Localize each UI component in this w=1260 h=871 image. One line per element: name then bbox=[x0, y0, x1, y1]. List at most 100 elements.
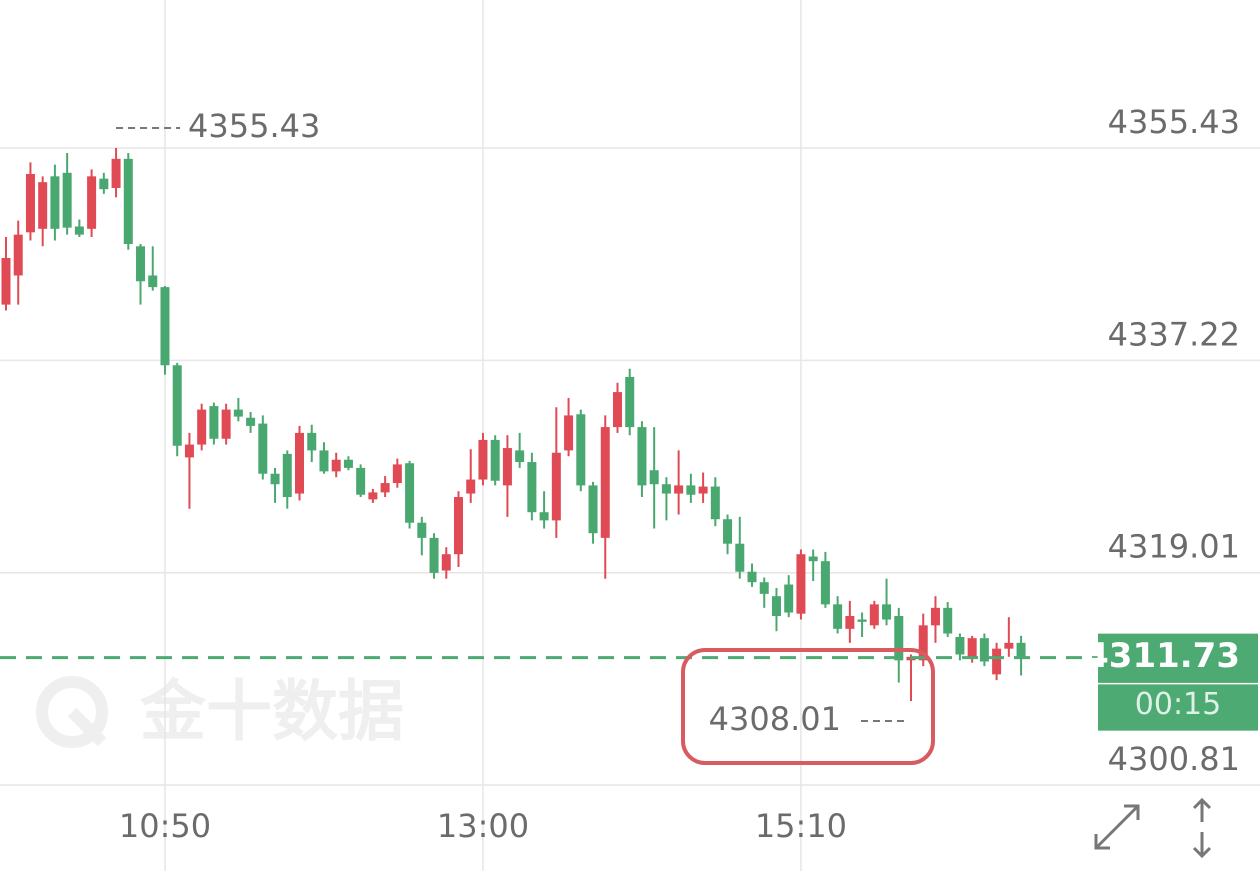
candle-body bbox=[576, 414, 586, 486]
candle-body bbox=[918, 625, 928, 661]
candle-body bbox=[1004, 642, 1014, 649]
candle-body bbox=[747, 571, 757, 583]
candle-body bbox=[796, 554, 806, 614]
candle-body bbox=[845, 616, 855, 629]
candle-body bbox=[784, 584, 794, 613]
candle-body bbox=[882, 604, 892, 620]
candle-body bbox=[392, 464, 402, 484]
candle-body bbox=[588, 485, 598, 534]
candle-body bbox=[343, 459, 353, 468]
candle-body bbox=[723, 519, 733, 544]
candle-body bbox=[637, 427, 647, 486]
candle-body bbox=[551, 452, 561, 521]
candle-body bbox=[319, 450, 329, 472]
candle-body bbox=[857, 619, 867, 622]
candle-body bbox=[270, 473, 280, 485]
candle-body bbox=[539, 512, 549, 521]
x-tick-label: 13:00 bbox=[437, 807, 529, 845]
candle-body bbox=[380, 483, 390, 493]
candle-body bbox=[197, 409, 207, 445]
highlight-box bbox=[681, 648, 935, 765]
candle-body bbox=[356, 467, 366, 495]
candle-body bbox=[295, 432, 305, 494]
scale-icon[interactable] bbox=[1192, 797, 1212, 859]
candle-body bbox=[979, 638, 989, 662]
candle-body bbox=[453, 497, 463, 555]
candle-body bbox=[930, 607, 940, 626]
candle-body bbox=[258, 423, 268, 474]
candle-body bbox=[759, 582, 769, 594]
candle-body bbox=[833, 604, 843, 629]
candle-body bbox=[87, 176, 97, 229]
candle-body bbox=[612, 392, 622, 428]
candle-body bbox=[943, 607, 953, 634]
candle-body bbox=[246, 417, 256, 426]
candle-body bbox=[674, 485, 684, 494]
candle-body bbox=[490, 439, 500, 481]
candle-body bbox=[735, 543, 745, 572]
candle-body bbox=[74, 226, 84, 235]
candle-body bbox=[661, 484, 671, 494]
candle-body bbox=[771, 596, 781, 617]
y-tick-label: 4337.22 bbox=[1108, 315, 1240, 353]
y-tick-label: 4300.81 bbox=[1108, 740, 1240, 778]
max-label: 4355.43 bbox=[188, 107, 320, 145]
candle-body bbox=[417, 522, 427, 538]
candle-body bbox=[649, 470, 659, 485]
x-tick-label: 10:50 bbox=[119, 807, 211, 845]
candle-body bbox=[600, 427, 610, 538]
candle-body bbox=[1016, 642, 1026, 658]
y-tick-label: 4319.01 bbox=[1108, 528, 1240, 566]
candle-body bbox=[62, 172, 72, 228]
candle-body bbox=[710, 486, 720, 520]
candle-body bbox=[992, 648, 1002, 675]
candle-body bbox=[172, 365, 182, 446]
candle-body bbox=[820, 561, 830, 605]
candle-body bbox=[405, 463, 415, 523]
candle-body bbox=[307, 432, 317, 451]
candle-body bbox=[894, 616, 904, 661]
candle-body bbox=[136, 246, 146, 282]
candle-body bbox=[955, 637, 965, 655]
min-label: 4308.01 bbox=[709, 700, 841, 738]
candle-body bbox=[625, 376, 635, 428]
candle-body bbox=[209, 406, 219, 439]
candle-body bbox=[184, 444, 194, 458]
candle-body bbox=[13, 234, 23, 276]
candle-body bbox=[1, 257, 11, 305]
candle-body bbox=[441, 554, 451, 571]
candle-body bbox=[282, 453, 292, 498]
candle-body bbox=[331, 459, 341, 472]
candle-body bbox=[564, 415, 574, 451]
candle-body bbox=[808, 556, 818, 562]
candle-body bbox=[111, 158, 121, 188]
candle-body bbox=[515, 450, 525, 463]
candle-body bbox=[99, 178, 109, 190]
candle-body bbox=[869, 604, 879, 626]
candle-body bbox=[123, 158, 133, 244]
y-tick-label: 4355.43 bbox=[1108, 103, 1240, 141]
candle-body bbox=[686, 485, 696, 495]
candle-body bbox=[221, 409, 231, 439]
expand-icon[interactable] bbox=[1094, 804, 1140, 850]
candle-body bbox=[478, 439, 488, 480]
candle-body bbox=[698, 486, 708, 494]
candle-body bbox=[429, 537, 439, 573]
last-price-label: 4311.73 bbox=[1085, 636, 1240, 676]
candle-body bbox=[502, 448, 512, 486]
candle-body bbox=[967, 638, 977, 658]
candle-body bbox=[160, 287, 170, 366]
candle-body bbox=[148, 275, 158, 288]
candle-body bbox=[233, 409, 243, 417]
price-box bbox=[1098, 633, 1258, 731]
candle-body bbox=[25, 174, 35, 233]
candle-body bbox=[50, 176, 60, 229]
watermark: 金十数据 bbox=[139, 673, 404, 750]
countdown: 00:15 bbox=[1135, 687, 1221, 722]
candle-body bbox=[527, 462, 537, 513]
watermark-logo bbox=[36, 676, 108, 748]
x-tick-label: 15:10 bbox=[755, 807, 847, 845]
candle-body bbox=[368, 492, 378, 500]
